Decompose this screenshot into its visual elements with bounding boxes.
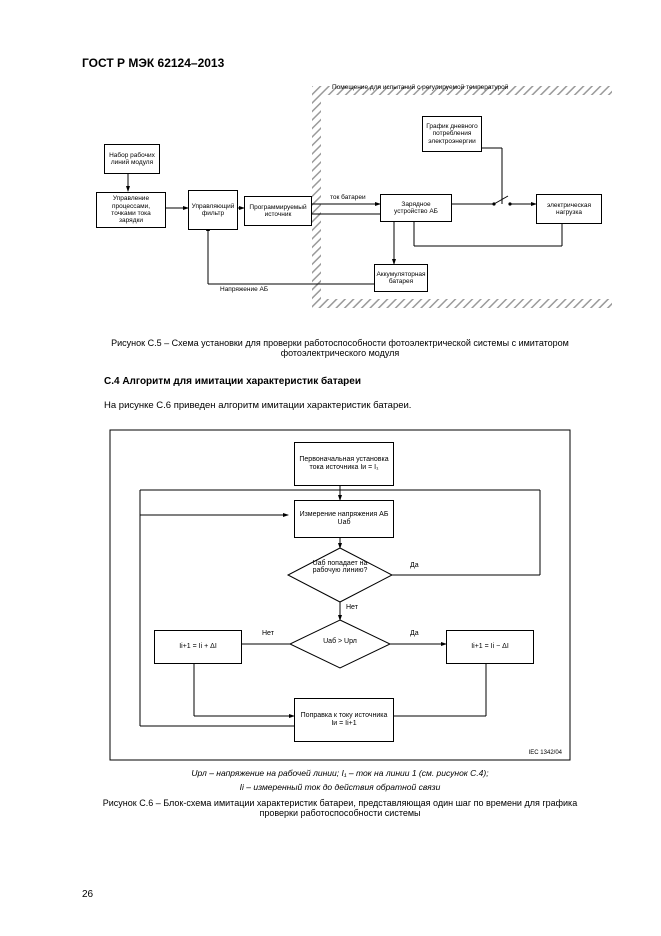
flow-right-box: Ii+1 = Ii − ΔI bbox=[446, 630, 534, 664]
label-no-1: Нет bbox=[346, 604, 358, 611]
doc-header: ГОСТ Р МЭК 62124–2013 bbox=[82, 56, 224, 70]
box-charger: Зарядное устройство АБ bbox=[380, 194, 452, 222]
box-accumulator: Аккумуляторная батарея bbox=[374, 264, 428, 292]
label-battery-current: ток батареи bbox=[330, 194, 366, 201]
flow-measure: Измерение напряжения АБ Uаб bbox=[294, 500, 394, 538]
label-uab: Напряжение АБ bbox=[220, 286, 268, 293]
box-filter: Управляющий фильтр bbox=[188, 190, 238, 230]
section-c4-body: На рисунке С.6 приведен алгоритм имитаци… bbox=[104, 400, 411, 411]
box-programmable-source: Программируемый источник bbox=[244, 196, 312, 226]
box-process-control: Управление процессами, точками тока заря… bbox=[96, 192, 166, 228]
iec-tag: IEC 1342/04 bbox=[529, 750, 562, 756]
section-c4-title: С.4 Алгоритм для имитации характеристик … bbox=[104, 376, 361, 387]
diagram-c6: Первоначальная установка тока источника … bbox=[110, 430, 570, 760]
label-yes-2: Да bbox=[410, 630, 419, 637]
flow-diamond1-label: Uаб попадает на рабочую линию? bbox=[306, 560, 374, 574]
note-line-2: Ii – измеренный ток до действия обратной… bbox=[90, 782, 590, 792]
label-yes-1: Да bbox=[410, 562, 419, 569]
caption-c5: Рисунок С.5 – Схема установки для провер… bbox=[90, 338, 590, 358]
flow-left-box: Ii+1 = Ii + ΔI bbox=[154, 630, 242, 664]
diagram-c5: Помещение для испытаний с регулируемой т… bbox=[82, 86, 602, 326]
caption-c6: Рисунок С.6 – Блок-схема имитации характ… bbox=[90, 798, 590, 818]
box-load: электрическая нагрузка bbox=[536, 194, 602, 224]
label-no-2: Нет bbox=[262, 630, 274, 637]
flow-diamond2-label: Uаб > Uрл bbox=[316, 638, 364, 645]
flow-bottom-box: Поправка к току источника Iи = Ii+1 bbox=[294, 698, 394, 742]
room-label: Помещение для испытаний с регулируемой т… bbox=[332, 84, 508, 91]
page-number: 26 bbox=[82, 889, 93, 900]
box-working-lines: Набор рабочих линий модуля bbox=[104, 144, 160, 174]
box-daily-load-graph: График дневного потребления электроэнерг… bbox=[422, 116, 482, 152]
flow-start: Первоначальная установка тока источника … bbox=[294, 442, 394, 486]
note-line-1: Uрл – напряжение на рабочей линии; I₁ – … bbox=[90, 768, 590, 778]
